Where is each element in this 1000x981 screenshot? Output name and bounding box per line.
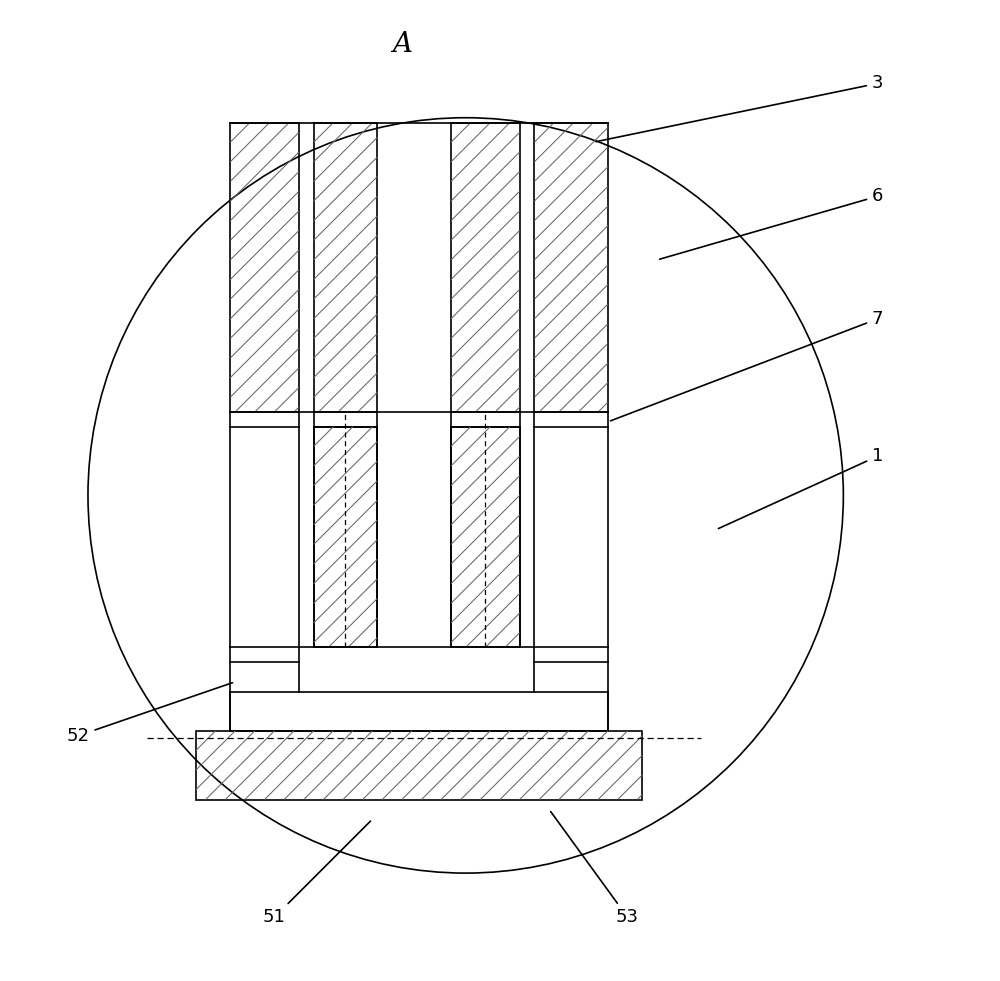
Text: 6: 6: [660, 187, 883, 259]
Bar: [451, 123, 520, 412]
Text: A: A: [392, 30, 412, 58]
Bar: [451, 427, 520, 647]
Bar: [534, 123, 608, 412]
Text: 51: 51: [263, 821, 371, 926]
Text: 52: 52: [67, 683, 233, 745]
Text: 3: 3: [596, 75, 883, 141]
Text: 1: 1: [718, 447, 883, 529]
Bar: [230, 123, 299, 412]
Text: 7: 7: [611, 310, 883, 421]
Bar: [196, 731, 642, 800]
Bar: [314, 123, 377, 412]
Bar: [314, 427, 377, 647]
Text: 53: 53: [551, 811, 639, 926]
